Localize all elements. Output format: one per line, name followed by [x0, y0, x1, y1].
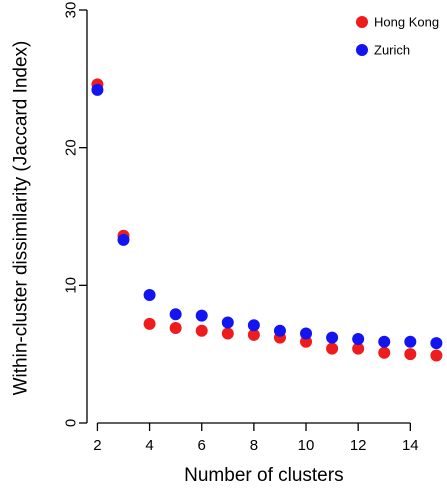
data-point — [247, 319, 260, 332]
data-point — [247, 328, 260, 341]
data-point — [221, 316, 234, 329]
data-point — [195, 324, 208, 337]
data-point — [326, 331, 339, 344]
series-zurich — [91, 83, 443, 350]
data-point — [326, 342, 339, 355]
x-tick-label: 12 — [350, 437, 367, 454]
data-point — [169, 308, 182, 321]
y-tick-label: 10 — [63, 277, 80, 294]
x-tick-label: 8 — [250, 437, 258, 454]
data-point — [273, 324, 286, 337]
data-points — [91, 78, 443, 362]
y-tick-label: 0 — [63, 419, 80, 427]
series-hong-kong — [91, 78, 443, 362]
data-point — [91, 83, 104, 96]
x-tick-label: 6 — [198, 437, 206, 454]
plot-area: 0 10 20 30 2 4 6 8 10 12 14 — [63, 2, 443, 454]
data-point — [378, 346, 391, 359]
x-tick-label: 10 — [298, 437, 315, 454]
data-point — [352, 333, 365, 346]
legend-marker — [356, 44, 368, 56]
data-point — [430, 337, 443, 350]
x-axis-title: Number of clusters — [184, 465, 343, 486]
data-point — [221, 327, 234, 340]
legend-label: Hong Kong — [374, 15, 439, 30]
data-point — [430, 349, 443, 362]
y-ticks: 0 10 20 30 — [63, 2, 87, 427]
y-tick-label: 20 — [63, 139, 80, 156]
data-point — [169, 322, 182, 335]
data-point — [300, 335, 313, 348]
data-point — [404, 335, 417, 348]
data-point — [300, 327, 313, 340]
legend: Hong Kong Zurich — [356, 15, 439, 58]
y-axis-title: Within-cluster dissimilarity (Jaccard In… — [11, 41, 32, 396]
data-point — [117, 233, 130, 246]
y-tick-label: 30 — [63, 2, 80, 19]
data-point — [143, 288, 156, 301]
x-tick-label: 14 — [402, 437, 419, 454]
data-point — [352, 342, 365, 355]
x-ticks: 2 4 6 8 10 12 14 — [93, 423, 419, 454]
data-point — [378, 335, 391, 348]
data-point — [404, 348, 417, 361]
x-tick-label: 2 — [93, 437, 101, 454]
data-point — [195, 309, 208, 322]
data-point — [143, 317, 156, 330]
legend-label: Zurich — [374, 43, 410, 58]
legend-marker — [356, 16, 368, 28]
x-tick-label: 4 — [145, 437, 153, 454]
